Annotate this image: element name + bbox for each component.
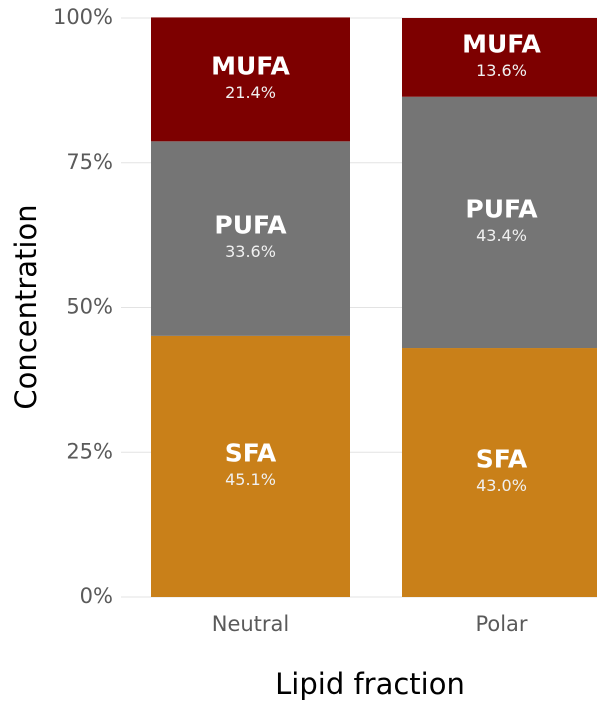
segment-name: PUFA: [465, 194, 538, 223]
segment-value-label: 33.6%: [225, 242, 276, 261]
y-tick-label: 100%: [53, 5, 113, 29]
bar-segment: [402, 96, 597, 349]
segment-name: MUFA: [462, 29, 541, 58]
segment-value-label: 43.0%: [476, 476, 527, 495]
y-tick-label: 0%: [80, 584, 113, 608]
x-tick-label: Polar: [475, 612, 527, 636]
y-tick-label: 75%: [66, 150, 113, 174]
segment-name: MUFA: [211, 51, 290, 80]
bar-segment: [151, 141, 350, 336]
bar-segment: [151, 335, 350, 597]
bar-segment: [402, 18, 597, 97]
segment-name: SFA: [476, 445, 528, 474]
y-axis-title: Concentration: [9, 204, 43, 409]
y-tick-label: 25%: [66, 439, 113, 463]
segment-value-label: 21.4%: [225, 83, 276, 102]
segment-value-label: 13.6%: [476, 61, 527, 80]
x-tick-label: Neutral: [212, 612, 290, 636]
y-tick-label: 50%: [66, 295, 113, 319]
segment-name: SFA: [225, 438, 277, 467]
bar-segment: [402, 348, 597, 597]
x-axis-title: Lipid fraction: [275, 667, 465, 701]
segment-value-label: 45.1%: [225, 470, 276, 489]
segment-name: PUFA: [214, 211, 287, 240]
segment-value-label: 43.4%: [476, 226, 527, 245]
bar-segment: [151, 17, 350, 142]
